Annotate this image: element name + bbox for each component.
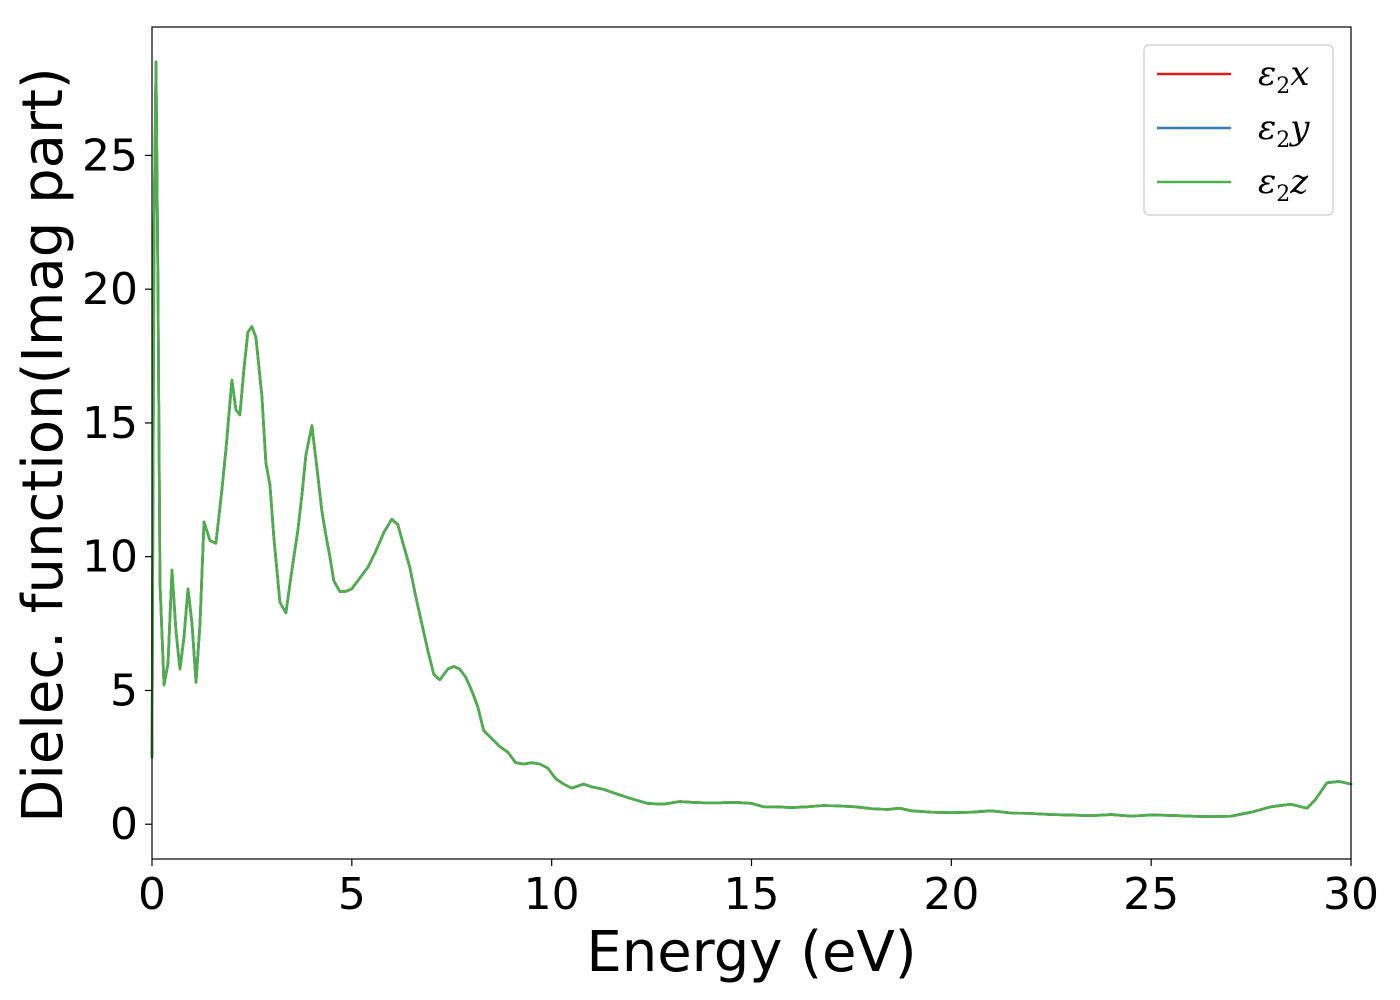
legend: ε2x ε2y ε2z [1143,44,1334,216]
legend-box [1143,44,1334,216]
x-tick-label: 25 [1123,869,1179,920]
y-tick-label: 0 [110,799,138,850]
series-line-3 [150,60,1353,819]
y-tick-label: 20 [82,264,138,315]
x-tick-label: 10 [524,869,580,920]
legend-label-1: ε2x [1258,54,1309,99]
y-tick-label: 25 [82,130,138,181]
series-layer [150,60,1353,819]
legend-label-3: ε2z [1258,162,1309,207]
y-tick-label: 15 [82,398,138,449]
x-tick-label: 0 [138,869,166,920]
x-tick-label: 5 [338,869,366,920]
legend-entries: ε2x ε2y ε2z [1157,54,1310,207]
x-tick-label: 30 [1323,869,1379,920]
y-tick-label: 10 [82,532,138,583]
x-axis-label: Energy (eV) [586,920,916,985]
x-tick-label: 20 [923,869,979,920]
y-tick-label: 5 [110,665,138,716]
x-axis-ticks: 0 5 10 15 20 25 30 [138,859,1379,920]
legend-label-2: ε2y [1258,108,1310,153]
y-axis-label: Dielec. function(Imag part) [11,67,76,823]
y-axis-ticks: 0 5 10 15 20 25 [82,130,152,850]
x-tick-label: 15 [724,869,780,920]
